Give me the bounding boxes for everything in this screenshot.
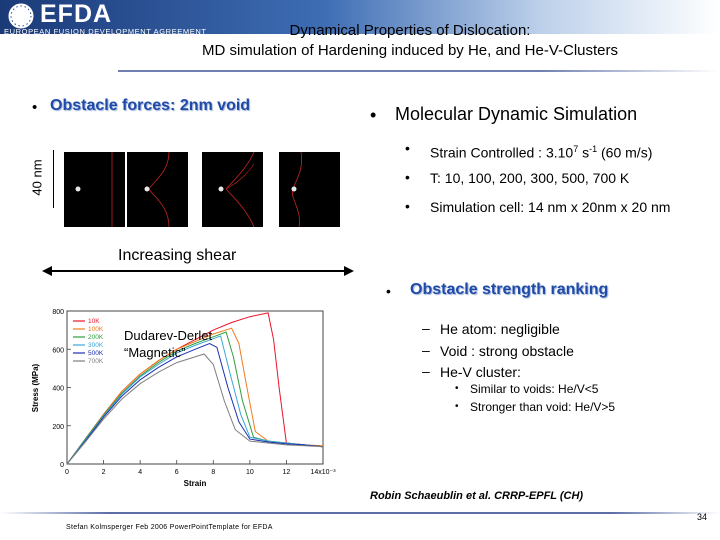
simulation-panel-3 [202,152,263,227]
y-tick-label: 600 [52,347,64,354]
x-tick-label: 0 [65,469,69,476]
x-tick-label: 8 [211,469,215,476]
plot-frame [66,310,324,465]
md-item-bullet-2: • [405,169,410,185]
dislocation-image-4 [291,152,303,227]
dislocation-image-3 [218,152,255,227]
chart-series [66,312,324,465]
simulation-panel-2 [127,152,188,227]
md-bullet: • [370,105,377,125]
legend-label: 100K [88,326,104,333]
md-item-strain: Strain Controlled : 3.107 s-1 (60 m/s) [430,140,720,162]
x-tick-label: 10 [246,469,254,476]
x-tick-label: 6 [175,469,179,476]
chart-ylabel: Stress (MPa) [31,363,40,412]
ranking-dash-2: – [422,342,430,358]
x-tick-label: 2 [102,469,106,476]
footer-rule [0,512,720,514]
x-tick-label: 12 [283,469,291,476]
ranking-heading: Obstacle strength ranking [410,281,609,298]
page-number: 34 [697,512,708,522]
dislocation-image-1 [75,152,113,227]
scale-bar: 40 nm [20,150,54,208]
eu-stars-icon [8,3,34,29]
series-line-300k [66,335,324,465]
ranking-item-void: Void : strong obstacle [440,343,574,359]
md-item-bullet-3: • [405,198,410,214]
credit-text: Robin Schaeublin et al. CRRP-EPFL (CH) [370,490,584,502]
chart-xlabel: Strain [184,479,207,488]
x-tick-label: 4 [138,469,142,476]
chart-axes: 0 200 400 600 800 0 2 4 6 8 10 12 14x10⁻³ [52,309,336,476]
chart-annotation-line-2: “Magnetic” [124,345,185,360]
scale-label: 40 nm [29,159,45,196]
chart-annotation-line-1: Dudarev-Derlet [124,328,213,343]
title-rule [118,70,718,72]
ranking-bullet: • [386,283,391,299]
sub-ranking-bullet-2: • [455,401,459,412]
legend-label: 10K [88,318,100,325]
sub-ranking-similar: Similar to voids: He/V<5 [470,382,599,396]
scale-line [53,150,54,208]
strain-velocity: (60 m/s) [597,144,653,161]
x-tick-label: 14x10⁻³ [310,469,336,476]
stress-strain-chart: 0 200 400 600 800 0 2 4 6 8 10 12 14x10⁻³ 10K100K200… [31,309,336,488]
sub-ranking-stronger: Stronger than void: He/V>5 [470,400,616,414]
y-tick-label: 0 [60,462,64,469]
series-line-700k [66,353,324,465]
md-heading: Molecular Dynamic Simulation [395,104,638,124]
ranking-dash-1: – [422,320,430,336]
sub-ranking-bullet-1: • [455,383,459,394]
md-item-bullet-1: • [405,140,410,156]
y-tick-label: 800 [52,309,64,316]
title-line-1: Dynamical Properties of Dislocation: [289,22,531,39]
logo-subtitle: EUROPEAN FUSION DEVELOPMENT AGREEMENT [4,27,207,36]
md-item-temperature: T: 10, 100, 200, 300, 500, 700 K [430,170,630,186]
legend-label: 500K [88,350,104,357]
md-item-cell: Simulation cell: 14 nm x 20nm x 20 nm [430,199,671,215]
shear-label: Increasing shear [118,247,237,264]
ranking-dash-3: – [422,363,430,379]
y-tick-label: 400 [52,386,64,393]
dislocation-image-2 [144,152,170,227]
strain-unit-exponent: -1 [589,144,598,154]
legend-label: 700K [88,358,104,365]
logo-text: EFDA [40,0,113,28]
title-line-2: MD simulation of Hardening induced by He… [201,42,619,59]
strain-exponent: 7 [573,144,579,154]
obstacle-bullet: • [32,99,38,116]
strain-unit: s [578,144,590,161]
simulation-panel-1 [64,152,125,227]
series-line-500k [66,342,324,465]
legend-label: 200K [88,334,104,341]
y-tick-label: 200 [52,424,64,431]
header-band [0,0,720,34]
legend-label: 300K [88,342,104,349]
strain-prefix: Strain Controlled : 3.10 [430,144,574,161]
simulation-panel-4 [279,152,340,227]
double-arrow-icon [42,266,354,276]
ranking-item-hev: He-V cluster: [440,364,521,380]
ranking-item-he: He atom: negligible [440,321,560,337]
obstacle-heading: Obstacle forces: 2nm void [50,97,251,114]
footer-text: Stefan Kolmsperger Feb 2006 PowerPointTe… [66,524,273,531]
page-title: Dynamical Properties of Dislocation: MD … [140,21,680,61]
